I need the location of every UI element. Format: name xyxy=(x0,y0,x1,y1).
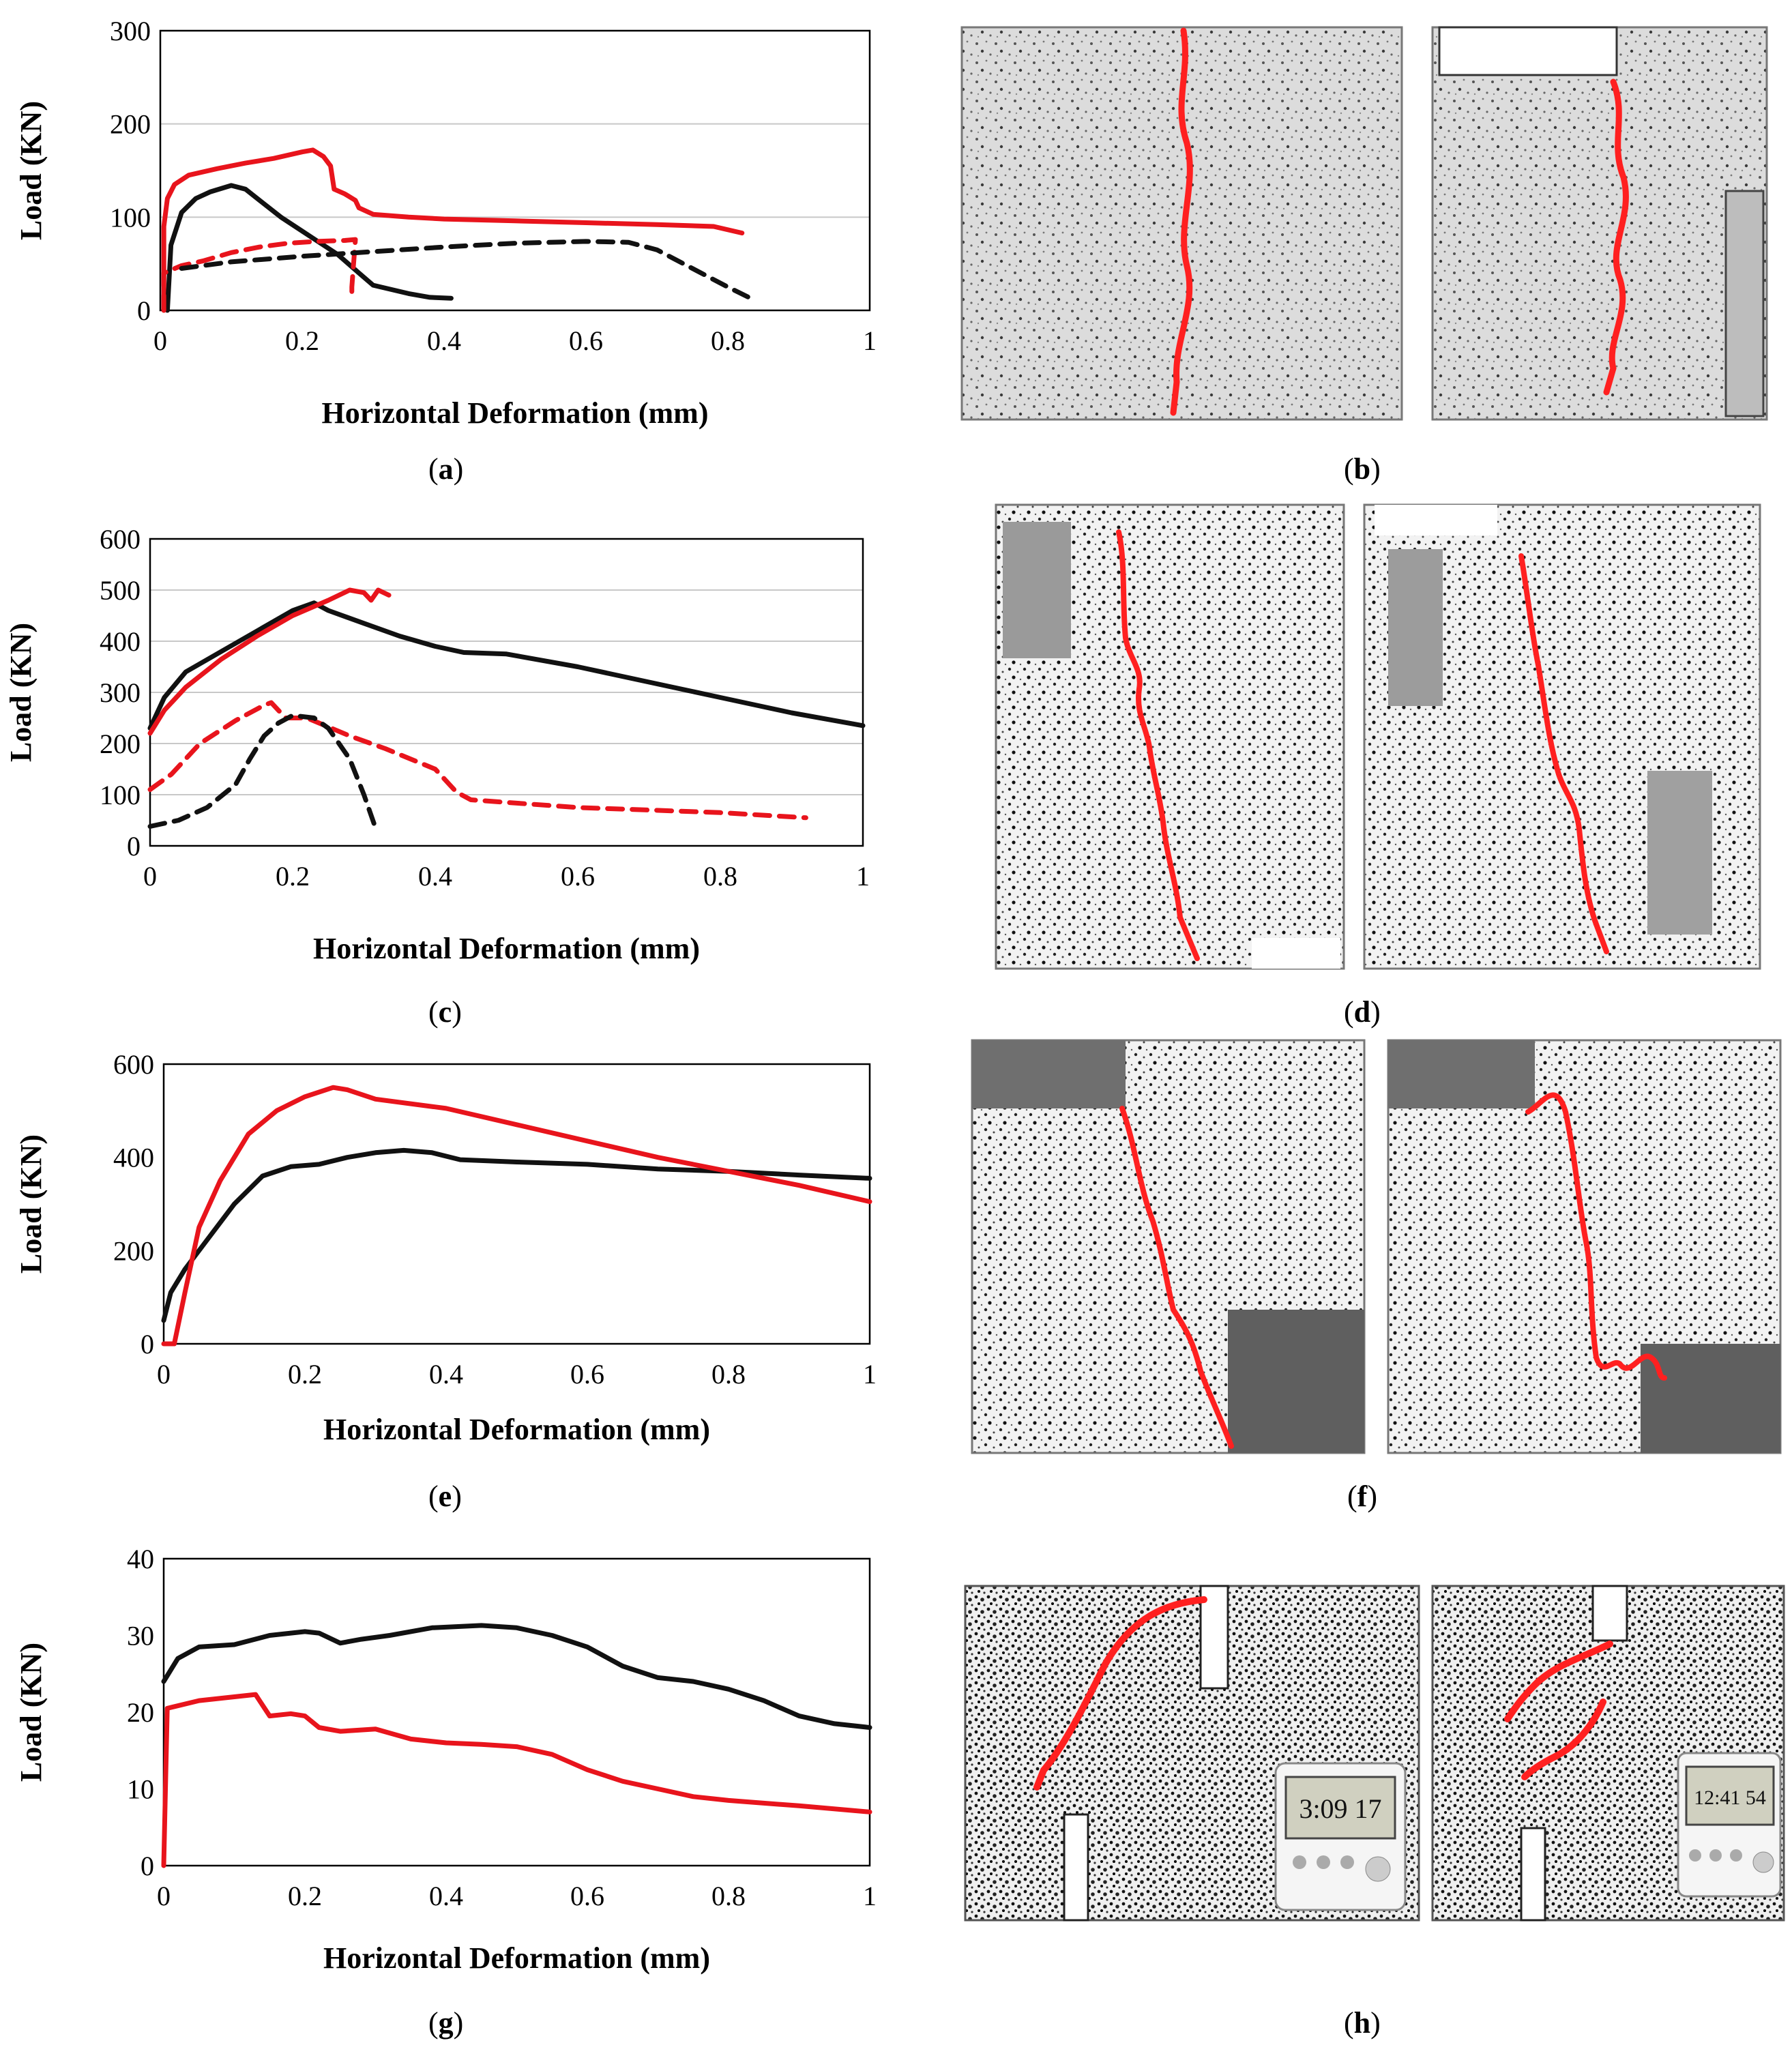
plot-frame xyxy=(162,1063,871,1345)
y-tick-label: 200 xyxy=(113,1235,154,1266)
series-line-black-solid xyxy=(147,600,866,731)
crack-path xyxy=(1525,1092,1667,1381)
y-axis-label: Load (KN) xyxy=(4,623,38,762)
y-tick-label: 500 xyxy=(100,575,141,606)
y-tick-label: 0 xyxy=(141,1851,154,1881)
timer: 3:09 17 xyxy=(1274,1762,1407,1911)
y-tick-label: 100 xyxy=(100,780,141,810)
plot-frame xyxy=(149,538,864,847)
crack-path xyxy=(1116,529,1200,961)
x-tick-label: 0 xyxy=(157,1881,171,1911)
crack-path xyxy=(1170,27,1193,416)
x-tick-label: 1 xyxy=(863,1881,877,1911)
y-tick-label: 0 xyxy=(137,295,151,326)
x-tick-label: 0.2 xyxy=(288,1881,322,1911)
photo-b xyxy=(960,26,1768,421)
y-tick-label: 300 xyxy=(100,677,141,708)
series-line-red-solid xyxy=(147,587,392,736)
x-tick-label: 0.6 xyxy=(569,325,603,356)
series-line-red-solid xyxy=(161,147,745,313)
x-tick-label: 0.2 xyxy=(285,325,319,356)
series-line-red-solid xyxy=(161,1085,872,1347)
series-line-black-dashed xyxy=(179,239,759,304)
x-tick-label: 1 xyxy=(856,861,870,892)
y-tick-label: 600 xyxy=(100,524,141,555)
timer: 12:41 54 xyxy=(1677,1752,1782,1898)
caption-g: (g) xyxy=(428,2006,464,2040)
y-tick-label: 100 xyxy=(110,202,151,233)
x-tick-label: 0.4 xyxy=(429,1881,463,1911)
y-tick-label: 30 xyxy=(127,1621,154,1651)
series-line-red-dashed xyxy=(161,237,358,313)
y-tick-label: 400 xyxy=(100,626,141,657)
series-line-red-dashed xyxy=(147,700,808,821)
crack-path xyxy=(1521,1699,1606,1780)
caption-d: (d) xyxy=(1344,995,1381,1029)
series-line-black-solid xyxy=(161,1623,872,1730)
y-tick-label: 10 xyxy=(127,1774,154,1805)
x-tick-label: 0.2 xyxy=(288,1359,322,1390)
crack-path xyxy=(1504,1641,1613,1722)
x-tick-label: 0.8 xyxy=(711,1359,746,1390)
x-tick-label: 0.4 xyxy=(427,325,461,356)
x-tick-label: 0.2 xyxy=(276,861,310,892)
series-line-black-dashed xyxy=(147,713,377,829)
x-tick-label: 0.6 xyxy=(561,861,595,892)
x-tick-label: 0.8 xyxy=(711,325,745,356)
chart-c: 0 100 200 300 400 500 600 0 0.2 0.4 0.6 0.8 1 Horizon… xyxy=(4,524,870,965)
photo-h: 3:09 17 12:41 54 xyxy=(964,1585,1785,1922)
x-tick-label: 1 xyxy=(863,325,877,356)
caption-b: (b) xyxy=(1344,452,1381,486)
plot-frame xyxy=(159,29,871,312)
caption-f: (f) xyxy=(1347,1480,1377,1513)
x-tick-label: 0.4 xyxy=(429,1359,463,1390)
y-tick-label: 600 xyxy=(113,1049,154,1080)
y-axis-label: Load (KN) xyxy=(14,1643,48,1782)
y-axis-label: Load (KN) xyxy=(14,101,48,240)
y-tick-label: 0 xyxy=(127,831,141,862)
chart-e: 0 200 400 600 0 0.2 0.4 0.6 0.8 1 Horizontal Defor… xyxy=(14,1049,877,1446)
x-tick-label: 1 xyxy=(863,1359,877,1390)
x-tick-label: 0.6 xyxy=(570,1881,604,1911)
caption-e: (e) xyxy=(428,1480,462,1513)
y-tick-label: 400 xyxy=(113,1143,154,1173)
timer-display: 12:41 54 xyxy=(1694,1787,1766,1809)
caption-a: (a) xyxy=(428,452,464,486)
series-line-black-solid xyxy=(164,183,454,313)
crack-path xyxy=(1518,553,1609,954)
timer-display: 3:09 17 xyxy=(1299,1793,1381,1824)
caption-h: (h) xyxy=(1344,2006,1381,2040)
y-tick-label: 200 xyxy=(100,729,141,759)
crack-path xyxy=(1033,1596,1207,1791)
x-tick-label: 0.6 xyxy=(570,1359,604,1390)
x-axis-label: Horizontal Deformation (mm) xyxy=(323,1413,710,1446)
photo-f xyxy=(971,1039,1782,1454)
y-tick-label: 20 xyxy=(127,1697,154,1728)
x-tick-label: 0 xyxy=(157,1359,171,1390)
caption-c: (c) xyxy=(428,995,462,1029)
y-tick-label: 200 xyxy=(110,109,151,140)
crack-path xyxy=(1119,1106,1234,1449)
chart-a: 0 100 200 300 0 0.2 0.4 0.6 0.8 1 Horizontal Defor… xyxy=(14,16,877,430)
y-axis-label: Load (KN) xyxy=(14,1134,48,1274)
specimen-photo xyxy=(1431,26,1768,421)
photo-d xyxy=(995,503,1761,970)
y-tick-label: 300 xyxy=(110,16,151,46)
x-axis-label: Horizontal Deformation (mm) xyxy=(323,1941,710,1975)
x-tick-label: 0.4 xyxy=(418,861,452,892)
plot-frame xyxy=(162,1557,871,1867)
x-axis-label: Horizontal Deformation (mm) xyxy=(313,932,700,965)
series-line-red-solid xyxy=(161,1692,872,1868)
x-tick-label: 0.8 xyxy=(711,1881,746,1911)
x-tick-label: 0 xyxy=(153,325,167,356)
x-tick-label: 0.8 xyxy=(703,861,737,892)
series-line-black-solid xyxy=(161,1147,872,1323)
y-tick-label: 0 xyxy=(141,1329,154,1359)
y-tick-label: 40 xyxy=(127,1544,154,1574)
crack-path xyxy=(1603,78,1629,396)
x-axis-label: Horizontal Deformation (mm) xyxy=(322,396,709,430)
x-tick-label: 0 xyxy=(143,861,157,892)
chart-g: 0 10 20 30 40 0 0.2 0.4 0.6 0.8 1 Horizontal Deform… xyxy=(14,1544,877,1975)
